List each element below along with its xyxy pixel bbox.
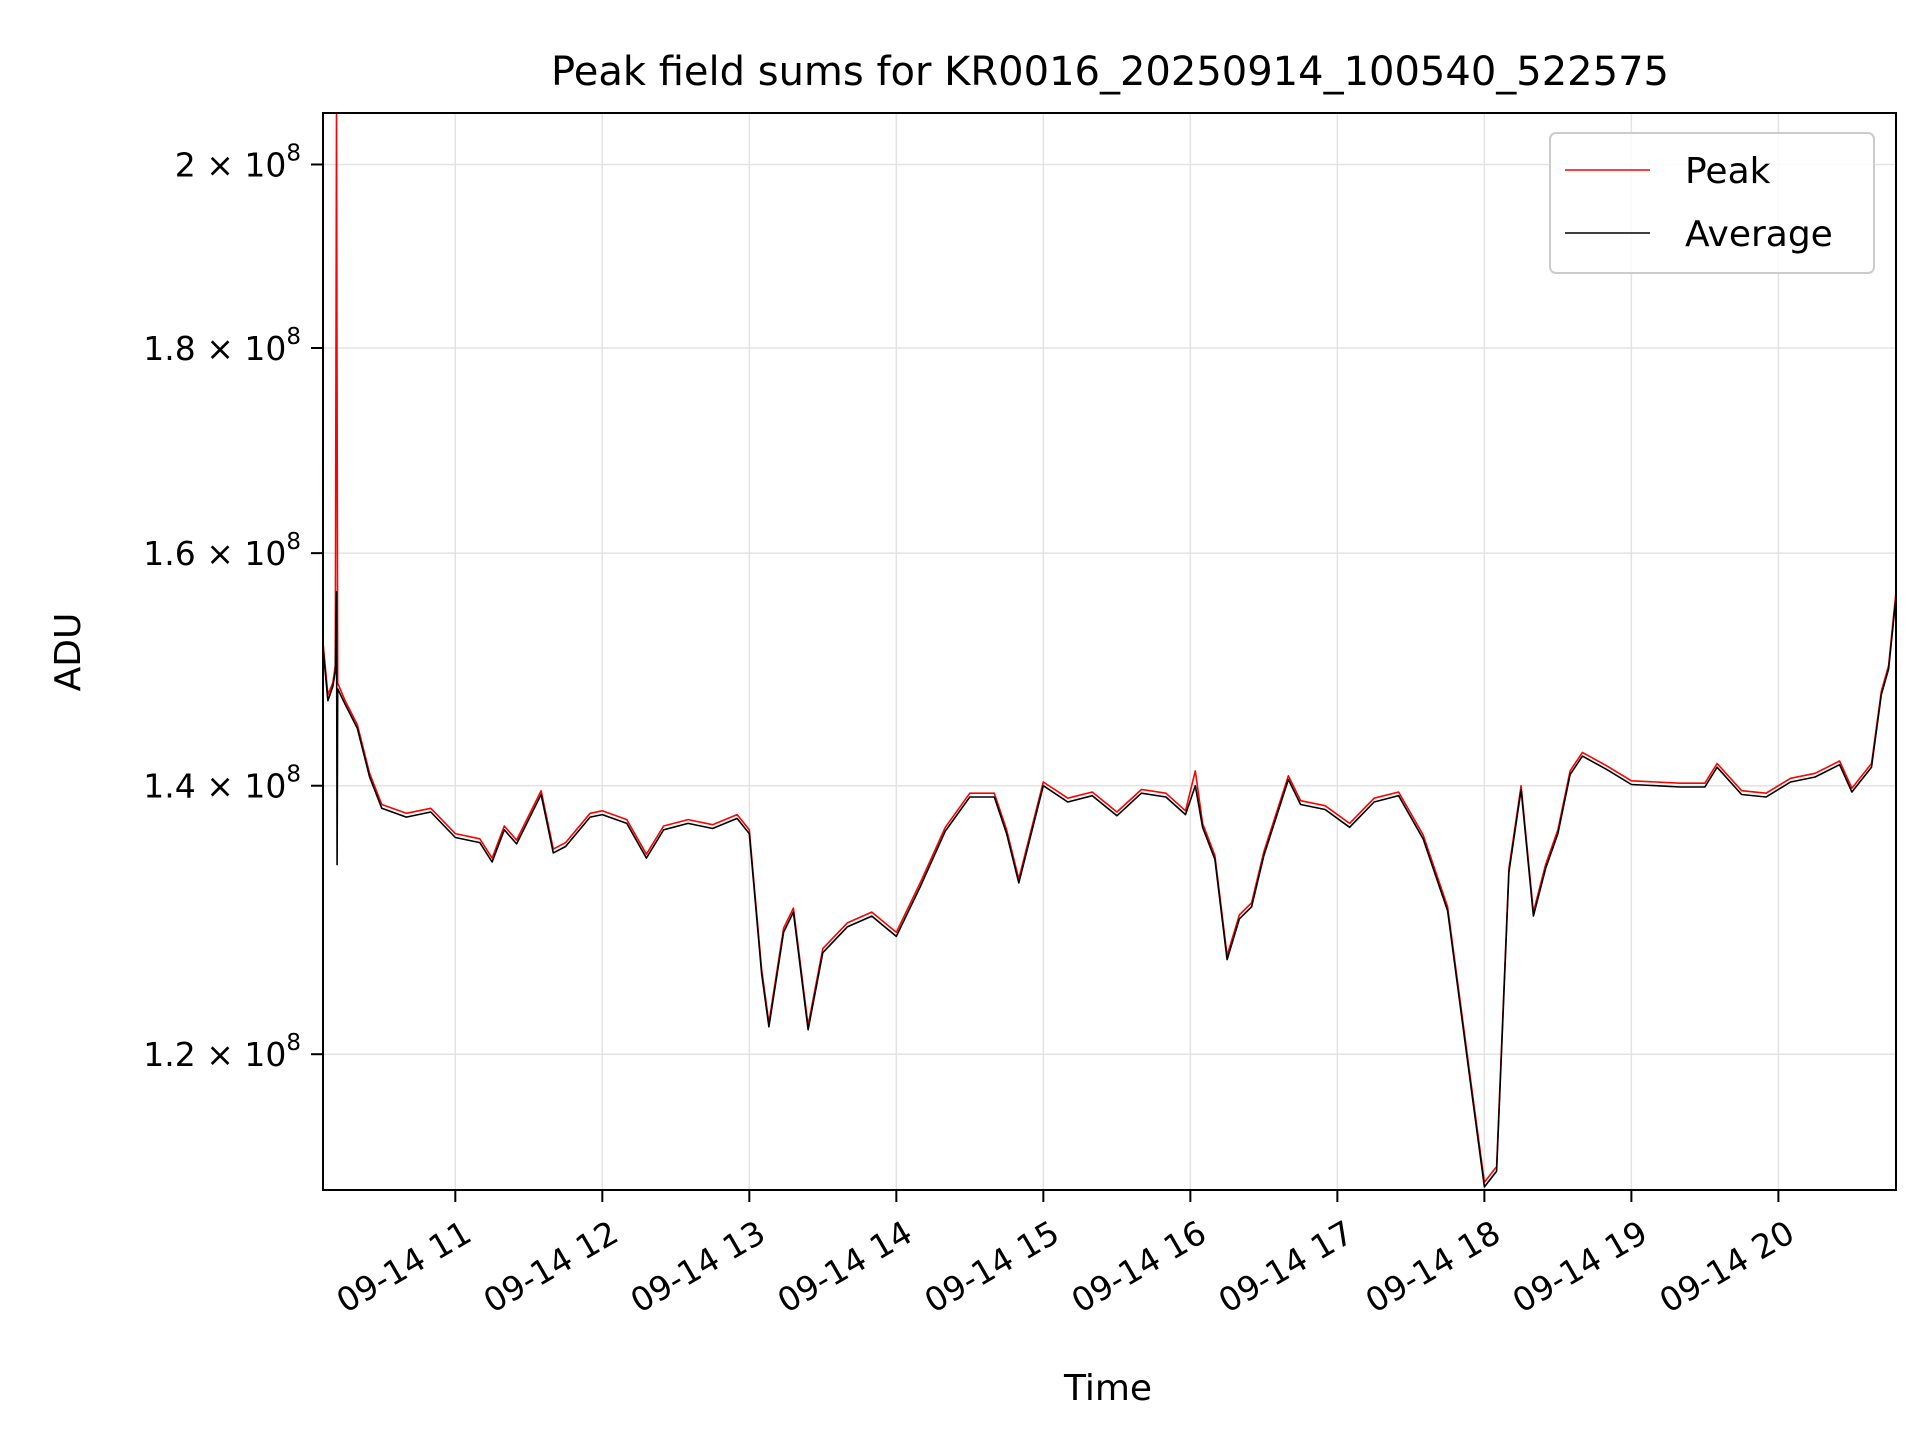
series-line-average	[323, 590, 1896, 1188]
legend-label-peak: Peak	[1685, 151, 1771, 192]
y-axis: 1.2 × 108 1.4 × 108 1.6 × 108 1.8 × 108 2 × …	[143, 140, 323, 1074]
grid	[323, 113, 1896, 1190]
chart-title: Peak field sums for KR0016_20250914_1005…	[551, 49, 1669, 95]
legend-label-average: Average	[1685, 214, 1833, 255]
y-tick-label: 1.6 × 108	[143, 529, 301, 573]
y-tick-label: 1.4 × 108	[143, 762, 301, 806]
plot-frame	[322, 112, 1897, 1191]
y-axis-label: ADU	[48, 613, 89, 692]
y-tick-label: 1.2 × 108	[143, 1030, 301, 1074]
series-line-peak	[323, 113, 1896, 1183]
legend: Peak Average	[1549, 132, 1875, 274]
y-tick-label: 2 × 108	[175, 140, 301, 184]
x-axis-label: Time	[1063, 1368, 1152, 1409]
legend-box	[1549, 132, 1875, 274]
y-tick-label: 1.8 × 108	[143, 324, 301, 368]
series-lines	[323, 113, 1896, 1188]
